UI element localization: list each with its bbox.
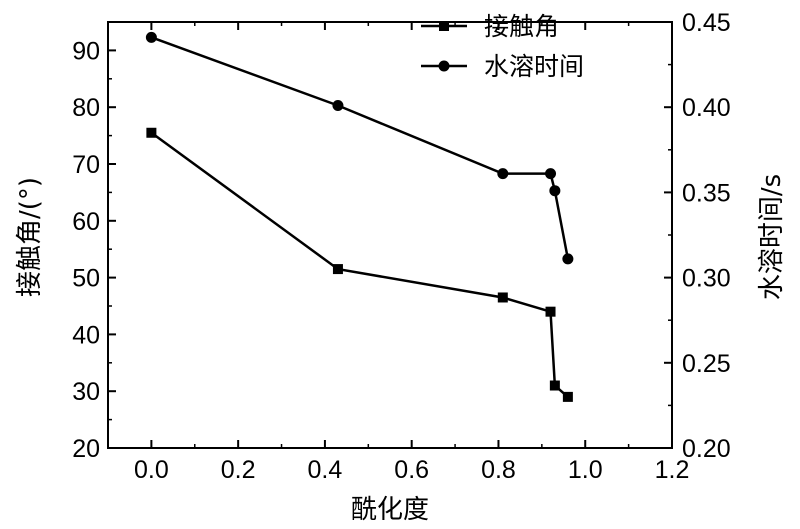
y-left-tick-label: 30 [72, 378, 100, 406]
data-point-square [332, 264, 343, 275]
y-left-tick-label: 50 [72, 265, 100, 293]
plot-frame [107, 21, 673, 449]
x-tick-label: 1.2 [655, 456, 690, 484]
data-point-circle [562, 253, 574, 265]
data-point-square [549, 380, 560, 391]
x-tick-label: 0.2 [221, 456, 256, 484]
data-point-circle [549, 185, 561, 197]
legend-marker-square [439, 21, 449, 31]
y-left-tick-label: 70 [72, 151, 100, 179]
data-point-circle [145, 31, 157, 43]
data-point-circle [545, 168, 557, 180]
data-point-square [562, 391, 573, 402]
y-axis-title-left: 接触角/(°) [15, 177, 45, 297]
y-right-tick-label: 0.25 [682, 350, 731, 378]
y-right-tick-label: 0.45 [682, 9, 731, 37]
x-tick-label: 0.0 [134, 456, 169, 484]
axis-ticks [107, 21, 673, 449]
y-left-tick-label: 80 [72, 94, 100, 122]
data-point-square [146, 127, 157, 138]
x-tick-label: 0.4 [308, 456, 343, 484]
y-right-tick-label: 0.20 [682, 435, 731, 463]
series-layer [145, 31, 574, 402]
tick-labels: 0.0 0.2 0.4 0.6 0.8 1.0 1.2 20 30 40 50 60 70 80 90 0.2… [72, 9, 730, 484]
x-tick-label: 0.8 [481, 456, 516, 484]
data-point-square [497, 292, 508, 303]
legend-label: 水溶时间 [484, 52, 584, 81]
y-left-tick-label: 90 [72, 37, 100, 65]
y-left-tick-label: 60 [72, 208, 100, 236]
data-point-circle [332, 99, 344, 111]
legend-marker-circle [438, 60, 450, 72]
y-right-tick-label: 0.30 [682, 265, 731, 293]
x-tick-label: 0.6 [394, 456, 429, 484]
x-axis-title: 酰化度 [351, 495, 429, 525]
data-point-circle [497, 168, 509, 180]
y-right-tick-label: 0.40 [682, 94, 731, 122]
plot-area-border [107, 21, 673, 449]
y-left-tick-label: 20 [72, 435, 100, 463]
data-point-square [545, 306, 556, 317]
x-tick-label: 1.0 [568, 456, 603, 484]
series-line-2 [150, 36, 570, 260]
y-axis-title-right: 水溶时间/s [757, 174, 787, 300]
y-left-tick-label: 40 [72, 321, 100, 349]
y-right-tick-label: 0.35 [682, 179, 731, 207]
legend-label: 接触角 [484, 12, 559, 41]
